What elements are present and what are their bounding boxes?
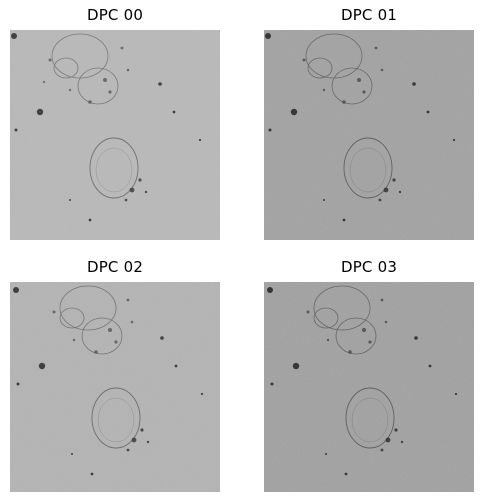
debris-specks	[267, 287, 458, 476]
cell-cluster-upper	[305, 33, 373, 105]
cell-lower	[91, 387, 141, 449]
debris-specks	[11, 33, 202, 222]
cell-lower	[343, 137, 393, 199]
microscopy-image	[10, 30, 220, 240]
cell-lower	[89, 137, 139, 199]
cell-lower	[345, 387, 395, 449]
cell-cluster-upper	[51, 33, 119, 105]
cell-cluster-upper	[59, 285, 123, 355]
panel-title: DPC 01	[340, 6, 398, 24]
microscopy-image	[264, 282, 474, 492]
debris-specks	[13, 287, 204, 476]
panel-title: DPC 03	[340, 258, 398, 276]
microscopy-image	[10, 282, 220, 492]
panel-title: DPC 02	[86, 258, 144, 276]
cell-cluster-upper	[313, 285, 377, 355]
microscopy-image	[264, 30, 474, 240]
debris-specks	[265, 33, 456, 222]
panel-title: DPC 00	[86, 6, 144, 24]
